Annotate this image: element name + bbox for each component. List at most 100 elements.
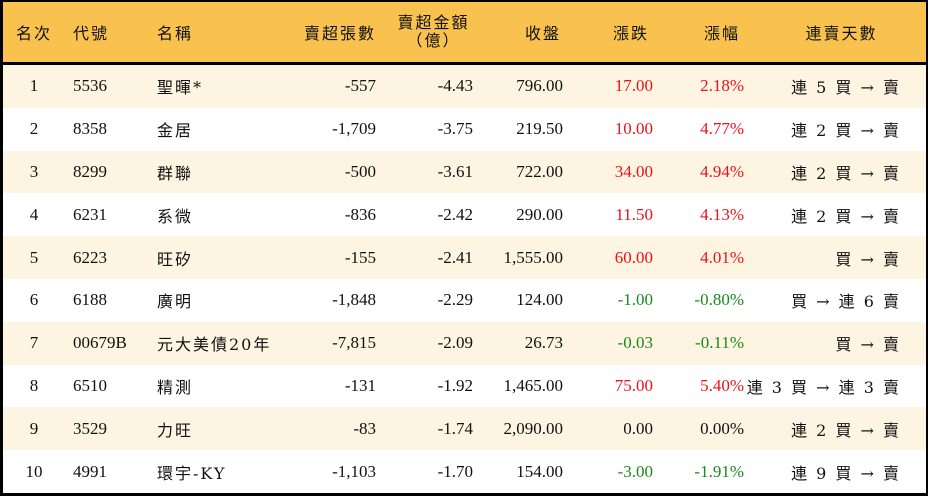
change-pct-cell: 4.94% xyxy=(700,161,744,181)
change-cell: 60.00 xyxy=(614,247,653,267)
change-pct-cell: 5.40% xyxy=(700,375,744,395)
change-cell: 75.00 xyxy=(614,375,653,395)
net-sell-volume-cell: -1,103 xyxy=(332,461,376,481)
change-cell: -3.00 xyxy=(617,461,653,481)
name-cell: 元大美債20年 xyxy=(157,335,272,355)
code-cell: 3529 xyxy=(73,418,107,438)
net-sell-amount-cell: -3.61 xyxy=(437,161,473,181)
rank-cell: 5 xyxy=(29,247,39,267)
close-cell: 26.73 xyxy=(524,333,563,353)
close-cell: 290.00 xyxy=(516,204,563,224)
streak-cell: 連 2 買 → 賣 xyxy=(791,163,901,183)
net-sell-ranking-table: 名次 代號 名稱 賣超張數 賣超金額 （億） 收盤 漲跌 漲幅 連賣天數 1 55… xyxy=(3,2,926,493)
header-change-pct: 漲幅 xyxy=(703,24,740,43)
change-pct-cell: -1.91% xyxy=(694,461,744,481)
net-sell-volume-cell: -1,848 xyxy=(332,290,376,310)
net-sell-volume-cell: -500 xyxy=(344,161,376,181)
table-header: 名次 代號 名稱 賣超張數 賣超金額 （億） 收盤 漲跌 漲幅 連賣天數 xyxy=(3,2,926,65)
name-cell: 力旺 xyxy=(157,420,194,440)
header-net-sell-volume: 賣超張數 xyxy=(303,24,376,43)
streak-cell: 買 → 賣 xyxy=(835,335,901,355)
net-sell-volume-cell: -83 xyxy=(353,418,376,438)
close-cell: 796.00 xyxy=(516,76,563,96)
close-cell: 1,555.00 xyxy=(503,247,564,267)
net-sell-amount-cell: -2.42 xyxy=(437,204,473,224)
table-body: 1 5536 聖暉* -557 -4.43 796.00 17.00 2.18% 連 5 買 →… xyxy=(3,65,926,493)
rank-cell: 9 xyxy=(29,418,39,438)
close-cell: 2,090.00 xyxy=(503,418,564,438)
net-sell-volume-cell: -155 xyxy=(344,247,376,267)
change-pct-cell: -0.80% xyxy=(694,290,744,310)
change-pct-cell: 4.13% xyxy=(700,204,744,224)
net-sell-amount-cell: -4.43 xyxy=(437,76,473,96)
streak-cell: 買 → 賣 xyxy=(835,249,901,269)
close-cell: 154.00 xyxy=(516,461,563,481)
name-cell: 環宇-KY xyxy=(157,463,227,483)
header-streak: 連賣天數 xyxy=(805,24,878,43)
change-pct-cell: -0.11% xyxy=(695,333,744,353)
net-sell-amount-cell: -2.41 xyxy=(437,247,473,267)
change-cell: 34.00 xyxy=(614,161,653,181)
change-pct-cell: 2.18% xyxy=(700,76,744,96)
streak-cell: 連 2 買 → 賣 xyxy=(791,420,901,440)
table-row: 2 8358 金居 -1,709 -3.75 219.50 10.00 4.77% 連 2 買 … xyxy=(3,107,926,151)
code-cell: 8358 xyxy=(73,119,107,139)
close-cell: 722.00 xyxy=(516,161,563,181)
net-sell-volume-cell: -131 xyxy=(344,375,376,395)
net-sell-volume-cell: -1,709 xyxy=(332,119,376,139)
table-row: 3 8299 群聯 -500 -3.61 722.00 34.00 4.94% 連 2 買 → … xyxy=(3,150,926,194)
header-close: 收盤 xyxy=(524,24,561,43)
change-cell: 11.50 xyxy=(615,204,653,224)
rank-cell: 3 xyxy=(29,161,39,181)
code-cell: 6223 xyxy=(73,247,107,267)
change-pct-cell: 0.00% xyxy=(700,418,744,438)
header-change: 漲跌 xyxy=(612,24,649,43)
code-cell: 4991 xyxy=(73,461,107,481)
table-row: 5 6223 旺矽 -155 -2.41 1,555.00 60.00 4.01% 買 → 賣 xyxy=(3,236,926,279)
table-row: 8 6510 精測 -131 -1.92 1,465.00 75.00 5.40% 連 3 買 … xyxy=(3,364,926,408)
name-cell: 群聯 xyxy=(157,163,194,183)
streak-cell: 連 9 買 → 賣 xyxy=(791,463,901,483)
change-pct-cell: 4.01% xyxy=(700,247,744,267)
change-cell: -0.03 xyxy=(617,333,653,353)
rank-cell: 1 xyxy=(29,76,39,96)
net-sell-amount-cell: -3.75 xyxy=(437,119,473,139)
rank-cell: 8 xyxy=(29,375,39,395)
name-cell: 旺矽 xyxy=(157,249,194,269)
streak-cell: 連 3 買 → 連 3 賣 xyxy=(746,377,901,397)
net-sell-amount-cell: -1.92 xyxy=(437,375,473,395)
name-cell: 金居 xyxy=(157,121,194,141)
table-row: 6 6188 廣明 -1,848 -2.29 124.00 -1.00 -0.80% 買 → 連… xyxy=(3,278,926,322)
streak-cell: 連 2 買 → 賣 xyxy=(791,121,901,141)
rank-cell: 2 xyxy=(29,119,39,139)
net-sell-volume-cell: -557 xyxy=(344,76,376,96)
net-sell-volume-cell: -836 xyxy=(344,204,376,224)
table-row: 1 5536 聖暉* -557 -4.43 796.00 17.00 2.18% 連 5 買 →… xyxy=(3,65,926,108)
rank-cell: 4 xyxy=(29,204,39,224)
close-cell: 124.00 xyxy=(516,290,563,310)
rank-cell: 6 xyxy=(29,290,39,310)
net-sell-amount-cell: -1.74 xyxy=(437,418,473,438)
code-cell: 6188 xyxy=(73,290,107,310)
header-net-sell-amount-line2: （億） xyxy=(406,31,461,50)
header-code: 代號 xyxy=(73,24,110,43)
table-row: 10 4991 環宇-KY -1,103 -1.70 154.00 -3.00 -1.91% 連… xyxy=(3,450,926,493)
name-cell: 廣明 xyxy=(157,292,194,312)
table-row: 7 00679B 元大美債20年 -7,815 -2.09 26.73 -0.03 -0.11… xyxy=(3,321,926,365)
name-cell: 精測 xyxy=(157,377,194,397)
header-name: 名稱 xyxy=(157,24,194,43)
code-cell: 5536 xyxy=(73,76,107,96)
name-cell: 系微 xyxy=(157,206,194,226)
rank-cell: 7 xyxy=(29,333,39,353)
change-cell: 17.00 xyxy=(614,76,653,96)
change-cell: 10.00 xyxy=(614,119,653,139)
header-net-sell-amount-line1: 賣超金額 xyxy=(397,13,470,32)
streak-cell: 連 2 買 → 賣 xyxy=(791,206,901,226)
change-cell: 0.00 xyxy=(623,418,653,438)
code-cell: 6231 xyxy=(73,204,107,224)
change-cell: -1.00 xyxy=(617,290,653,310)
net-sell-volume-cell: -7,815 xyxy=(332,333,376,353)
net-sell-amount-cell: -2.09 xyxy=(437,333,473,353)
code-cell: 8299 xyxy=(73,161,107,181)
code-cell: 00679B xyxy=(73,333,127,353)
